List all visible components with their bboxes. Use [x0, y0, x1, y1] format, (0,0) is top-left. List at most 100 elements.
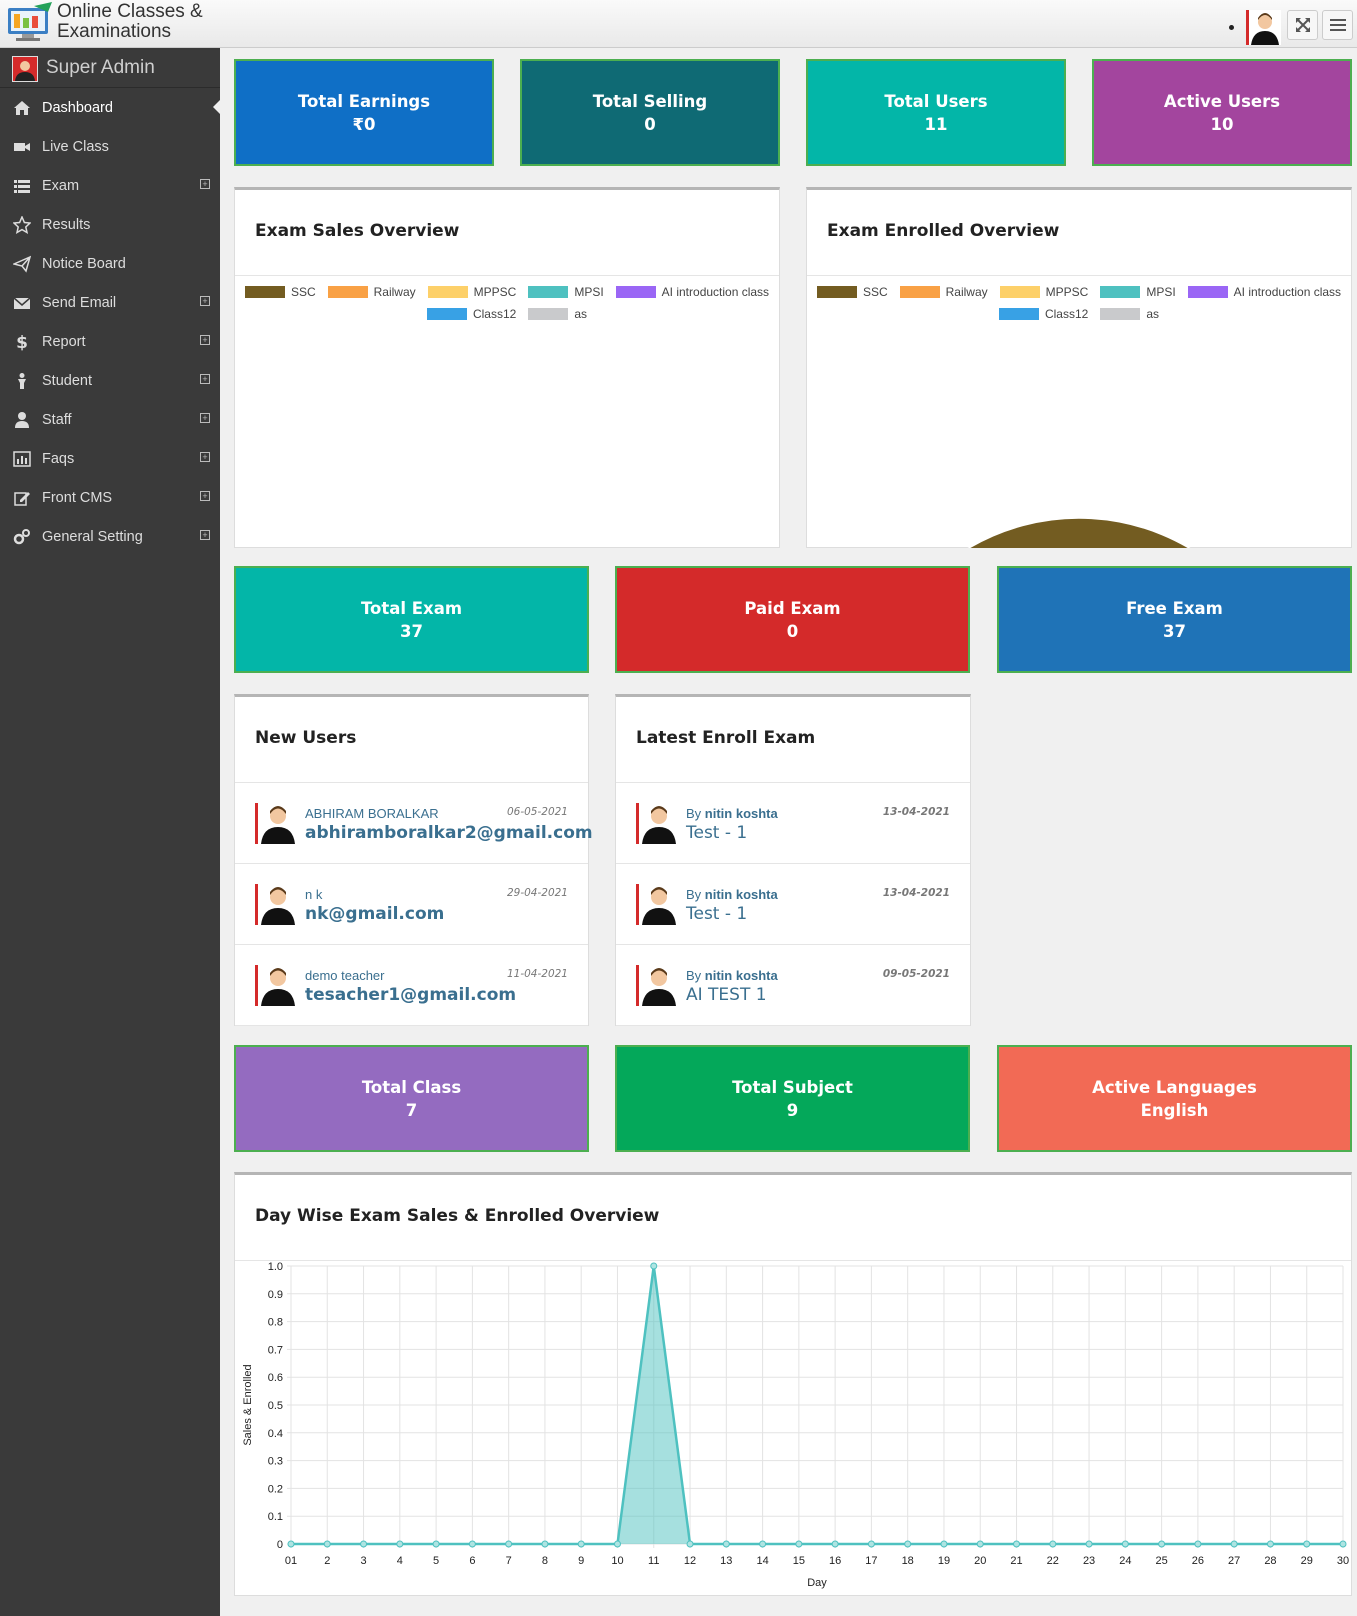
- data-point[interactable]: [940, 1540, 948, 1548]
- doughnut-slice[interactable]: [862, 517, 1267, 548]
- x-tick-label: 24: [1119, 1555, 1131, 1567]
- list-item[interactable]: ABHIRAM BORALKAR abhiramboralkar2@gmail.c…: [235, 783, 593, 864]
- enrolled-user: nitin koshta: [704, 887, 778, 902]
- data-point[interactable]: [1085, 1540, 1093, 1548]
- list-item[interactable]: By nitin koshta Test - 1 13-04-2021: [616, 783, 970, 864]
- stat-tile-total-exam[interactable]: Total Exam 37: [234, 566, 589, 673]
- data-point[interactable]: [505, 1540, 513, 1548]
- legend-item[interactable]: Class12: [998, 307, 1088, 321]
- user-email[interactable]: abhiramboralkar2@gmail.com: [305, 823, 593, 843]
- expand-plus-icon[interactable]: +: [200, 179, 210, 189]
- user-email[interactable]: nk@gmail.com: [305, 904, 445, 924]
- stat-tile-total-earnings[interactable]: Total Earnings ₹0: [234, 59, 494, 166]
- enrolled-by: By nitin koshta: [686, 887, 778, 902]
- legend-item[interactable]: MPSI: [1100, 285, 1176, 299]
- sidebar-item-general-setting[interactable]: General Setting +: [0, 517, 220, 556]
- data-point[interactable]: [1049, 1540, 1057, 1548]
- legend-item[interactable]: MPSI: [528, 285, 604, 299]
- sidebar-item-results[interactable]: Results: [0, 205, 220, 244]
- exam-name[interactable]: Test - 1: [686, 823, 748, 843]
- legend-item[interactable]: as: [528, 307, 587, 321]
- data-point[interactable]: [1121, 1540, 1129, 1548]
- user-avatar[interactable]: [1246, 10, 1281, 45]
- exam-name[interactable]: Test - 1: [686, 904, 748, 924]
- legend-item[interactable]: AI introduction class: [1187, 285, 1341, 299]
- data-point[interactable]: [287, 1540, 295, 1548]
- stat-tile-total-subject[interactable]: Total Subject 9: [615, 1045, 970, 1152]
- data-point[interactable]: [1230, 1540, 1238, 1548]
- sidebar-item-front-cms[interactable]: Front CMS +: [0, 478, 220, 517]
- legend-item[interactable]: as: [1100, 307, 1159, 321]
- data-point[interactable]: [360, 1540, 368, 1548]
- sidebar-item-student[interactable]: Student +: [0, 361, 220, 400]
- data-point[interactable]: [867, 1540, 875, 1548]
- sidebar-user[interactable]: Super Admin: [0, 48, 220, 88]
- x-tick-label: 6: [469, 1555, 475, 1567]
- legend-item[interactable]: Railway: [327, 285, 416, 299]
- menu-toggle-button[interactable]: [1322, 10, 1353, 40]
- legend-label: SSC: [290, 285, 316, 299]
- data-point[interactable]: [1266, 1540, 1274, 1548]
- data-point[interactable]: [323, 1540, 331, 1548]
- data-point[interactable]: [650, 1262, 658, 1270]
- list-item[interactable]: demo teacher tesacher1@gmail.com 11-04-202…: [235, 945, 588, 1026]
- data-point[interactable]: [795, 1540, 803, 1548]
- data-point[interactable]: [1339, 1540, 1347, 1548]
- data-point[interactable]: [432, 1540, 440, 1548]
- stat-tile-free-exam[interactable]: Free Exam 37: [997, 566, 1352, 673]
- legend-item[interactable]: Class12: [426, 307, 516, 321]
- list-item[interactable]: By nitin koshta AI TEST 1 09-05-2021: [616, 945, 970, 1026]
- sidebar-item-notice-board[interactable]: Notice Board: [0, 244, 220, 283]
- user-email[interactable]: tesacher1@gmail.com: [305, 985, 517, 1005]
- expand-plus-icon[interactable]: +: [200, 452, 210, 462]
- sidebar-item-exam[interactable]: Exam +: [0, 166, 220, 205]
- legend-item[interactable]: MPPSC: [427, 285, 516, 299]
- list-item[interactable]: By nitin koshta Test - 1 13-04-2021: [616, 864, 970, 945]
- legend-item[interactable]: AI introduction class: [615, 285, 769, 299]
- exam-name[interactable]: AI TEST 1: [686, 985, 767, 1005]
- stat-tile-active-users[interactable]: Active Users 10: [1092, 59, 1352, 166]
- legend-item[interactable]: MPPSC: [999, 285, 1088, 299]
- sidebar-item-staff[interactable]: Staff +: [0, 400, 220, 439]
- data-point[interactable]: [1303, 1540, 1311, 1548]
- stat-tile-total-selling[interactable]: Total Selling 0: [520, 59, 780, 166]
- data-point[interactable]: [976, 1540, 984, 1548]
- data-point[interactable]: [577, 1540, 585, 1548]
- stat-tile-total-class[interactable]: Total Class 7: [234, 1045, 589, 1152]
- expand-plus-icon[interactable]: +: [200, 491, 210, 501]
- data-point[interactable]: [613, 1540, 621, 1548]
- avatar-icon: [640, 884, 678, 925]
- data-point[interactable]: [1194, 1540, 1202, 1548]
- sidebar-item-live-class[interactable]: Live Class: [0, 127, 220, 166]
- brand-title[interactable]: Online Classes & Examinations: [57, 2, 203, 42]
- sidebar-item-send-email[interactable]: Send Email +: [0, 283, 220, 322]
- list-item[interactable]: n k nk@gmail.com 29-04-2021: [235, 864, 588, 945]
- data-point[interactable]: [468, 1540, 476, 1548]
- user-name: demo teacher: [305, 968, 385, 983]
- expand-plus-icon[interactable]: +: [200, 335, 210, 345]
- stat-tile-active-languages[interactable]: Active Languages English: [997, 1045, 1352, 1152]
- data-point[interactable]: [831, 1540, 839, 1548]
- data-point[interactable]: [1013, 1540, 1021, 1548]
- expand-plus-icon[interactable]: +: [200, 530, 210, 540]
- data-point[interactable]: [541, 1540, 549, 1548]
- sidebar-item-faqs[interactable]: Faqs +: [0, 439, 220, 478]
- legend-item[interactable]: SSC: [244, 285, 316, 299]
- data-point[interactable]: [686, 1540, 694, 1548]
- stat-tile-paid-exam[interactable]: Paid Exam 0: [615, 566, 970, 673]
- data-point[interactable]: [396, 1540, 404, 1548]
- legend-item[interactable]: SSC: [816, 285, 888, 299]
- sidebar-item-dashboard[interactable]: Dashboard: [0, 88, 220, 127]
- fullscreen-button[interactable]: [1287, 10, 1318, 40]
- legend-item[interactable]: Railway: [899, 285, 988, 299]
- data-point[interactable]: [904, 1540, 912, 1548]
- data-point[interactable]: [722, 1540, 730, 1548]
- expand-plus-icon[interactable]: +: [200, 374, 210, 384]
- expand-plus-icon[interactable]: +: [200, 296, 210, 306]
- expand-plus-icon[interactable]: +: [200, 413, 210, 423]
- stat-tile-total-users[interactable]: Total Users 11: [806, 59, 1066, 166]
- data-point[interactable]: [1158, 1540, 1166, 1548]
- legend-label: as: [574, 307, 588, 321]
- data-point[interactable]: [759, 1540, 767, 1548]
- sidebar-item-report[interactable]: $ Report +: [0, 322, 220, 361]
